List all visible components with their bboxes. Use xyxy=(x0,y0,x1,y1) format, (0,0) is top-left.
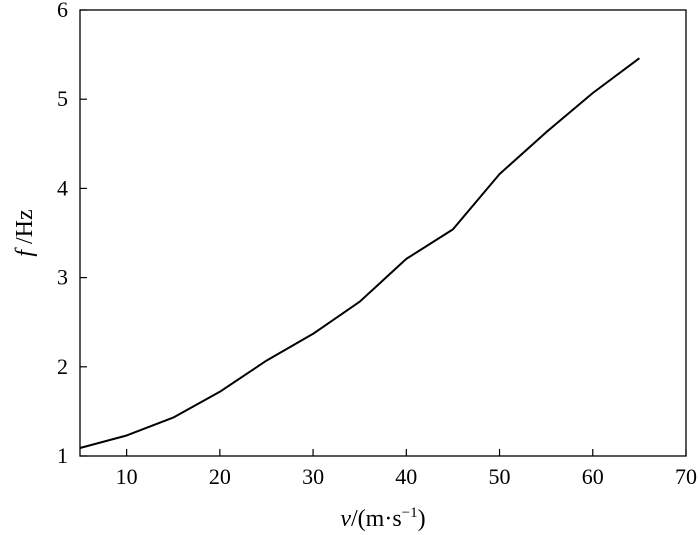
x-tick-label: 30 xyxy=(302,464,324,489)
x-axis-unit-exponent: −1 xyxy=(402,505,418,521)
y-axis-title: f /Hz xyxy=(12,209,38,256)
x-axis-title: v/(m·s−1) xyxy=(340,505,425,532)
y-axis-unit: /Hz xyxy=(12,209,38,250)
x-axis: 10 20 30 40 50 60 70 xyxy=(116,449,697,489)
y-tick-label: 4 xyxy=(57,175,68,200)
x-axis-unit-close: ) xyxy=(418,506,426,532)
x-tick-label: 70 xyxy=(675,464,697,489)
y-tick-label: 6 xyxy=(57,0,68,22)
y-axis-variable: f xyxy=(12,247,38,257)
plot-area-frame xyxy=(79,9,687,457)
y-tick-label: 1 xyxy=(57,443,68,468)
y-tick-label: 3 xyxy=(57,265,68,290)
y-axis: 1 2 3 4 5 6 xyxy=(57,0,87,468)
x-tick-label: 10 xyxy=(116,464,138,489)
y-tick-label: 5 xyxy=(57,86,68,111)
x-tick-label: 60 xyxy=(582,464,604,489)
series-line xyxy=(79,57,640,449)
x-tick-label: 20 xyxy=(209,464,231,489)
x-tick-label: 50 xyxy=(489,464,511,489)
x-tick-label: 40 xyxy=(395,464,417,489)
x-axis-unit: /(m·s xyxy=(351,506,402,532)
series-layer xyxy=(79,57,640,449)
y-tick-label: 2 xyxy=(57,354,68,379)
x-axis-variable: v xyxy=(340,506,351,532)
